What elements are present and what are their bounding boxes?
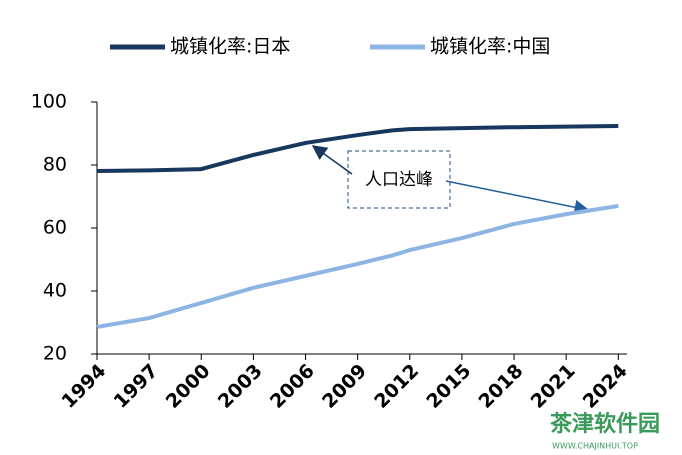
- legend-label: 城镇化率:中国: [430, 36, 550, 58]
- legend-label: 城镇化率:日本: [170, 36, 290, 58]
- line: [96, 203, 619, 329]
- y-tick-label: 40: [43, 280, 67, 302]
- y-tick-label: 100: [31, 91, 67, 113]
- annotation-arrow: [445, 180, 590, 215]
- x-tick-label: 2024: [579, 360, 632, 413]
- watermark-url: WWW.CHAJINHUI.TOP: [552, 442, 638, 451]
- y-tick-label: 20: [43, 343, 67, 365]
- y-tick-label: 60: [43, 217, 67, 239]
- annotation: 人口达峰: [365, 170, 433, 190]
- line: [96, 123, 619, 173]
- x-tick-label: 1994: [57, 360, 110, 413]
- annotation-box: [347, 150, 451, 209]
- x-tick-label: 2012: [370, 360, 423, 413]
- x-tick-label: 2009: [318, 360, 371, 413]
- x-tick-label: 2000: [162, 360, 215, 413]
- x-tick-label: 2003: [214, 360, 267, 413]
- watermark: 茶津软件园: [550, 411, 660, 437]
- x-tick-label: 2021: [527, 360, 580, 413]
- x-tick-label: 2006: [266, 360, 319, 413]
- x-tick-label: 1997: [110, 360, 163, 413]
- x-tick-label: 2018: [475, 360, 528, 413]
- annotation-arrow: [311, 145, 353, 175]
- x-tick-label: 2015: [422, 360, 475, 413]
- y-tick-label: 80: [43, 154, 67, 176]
